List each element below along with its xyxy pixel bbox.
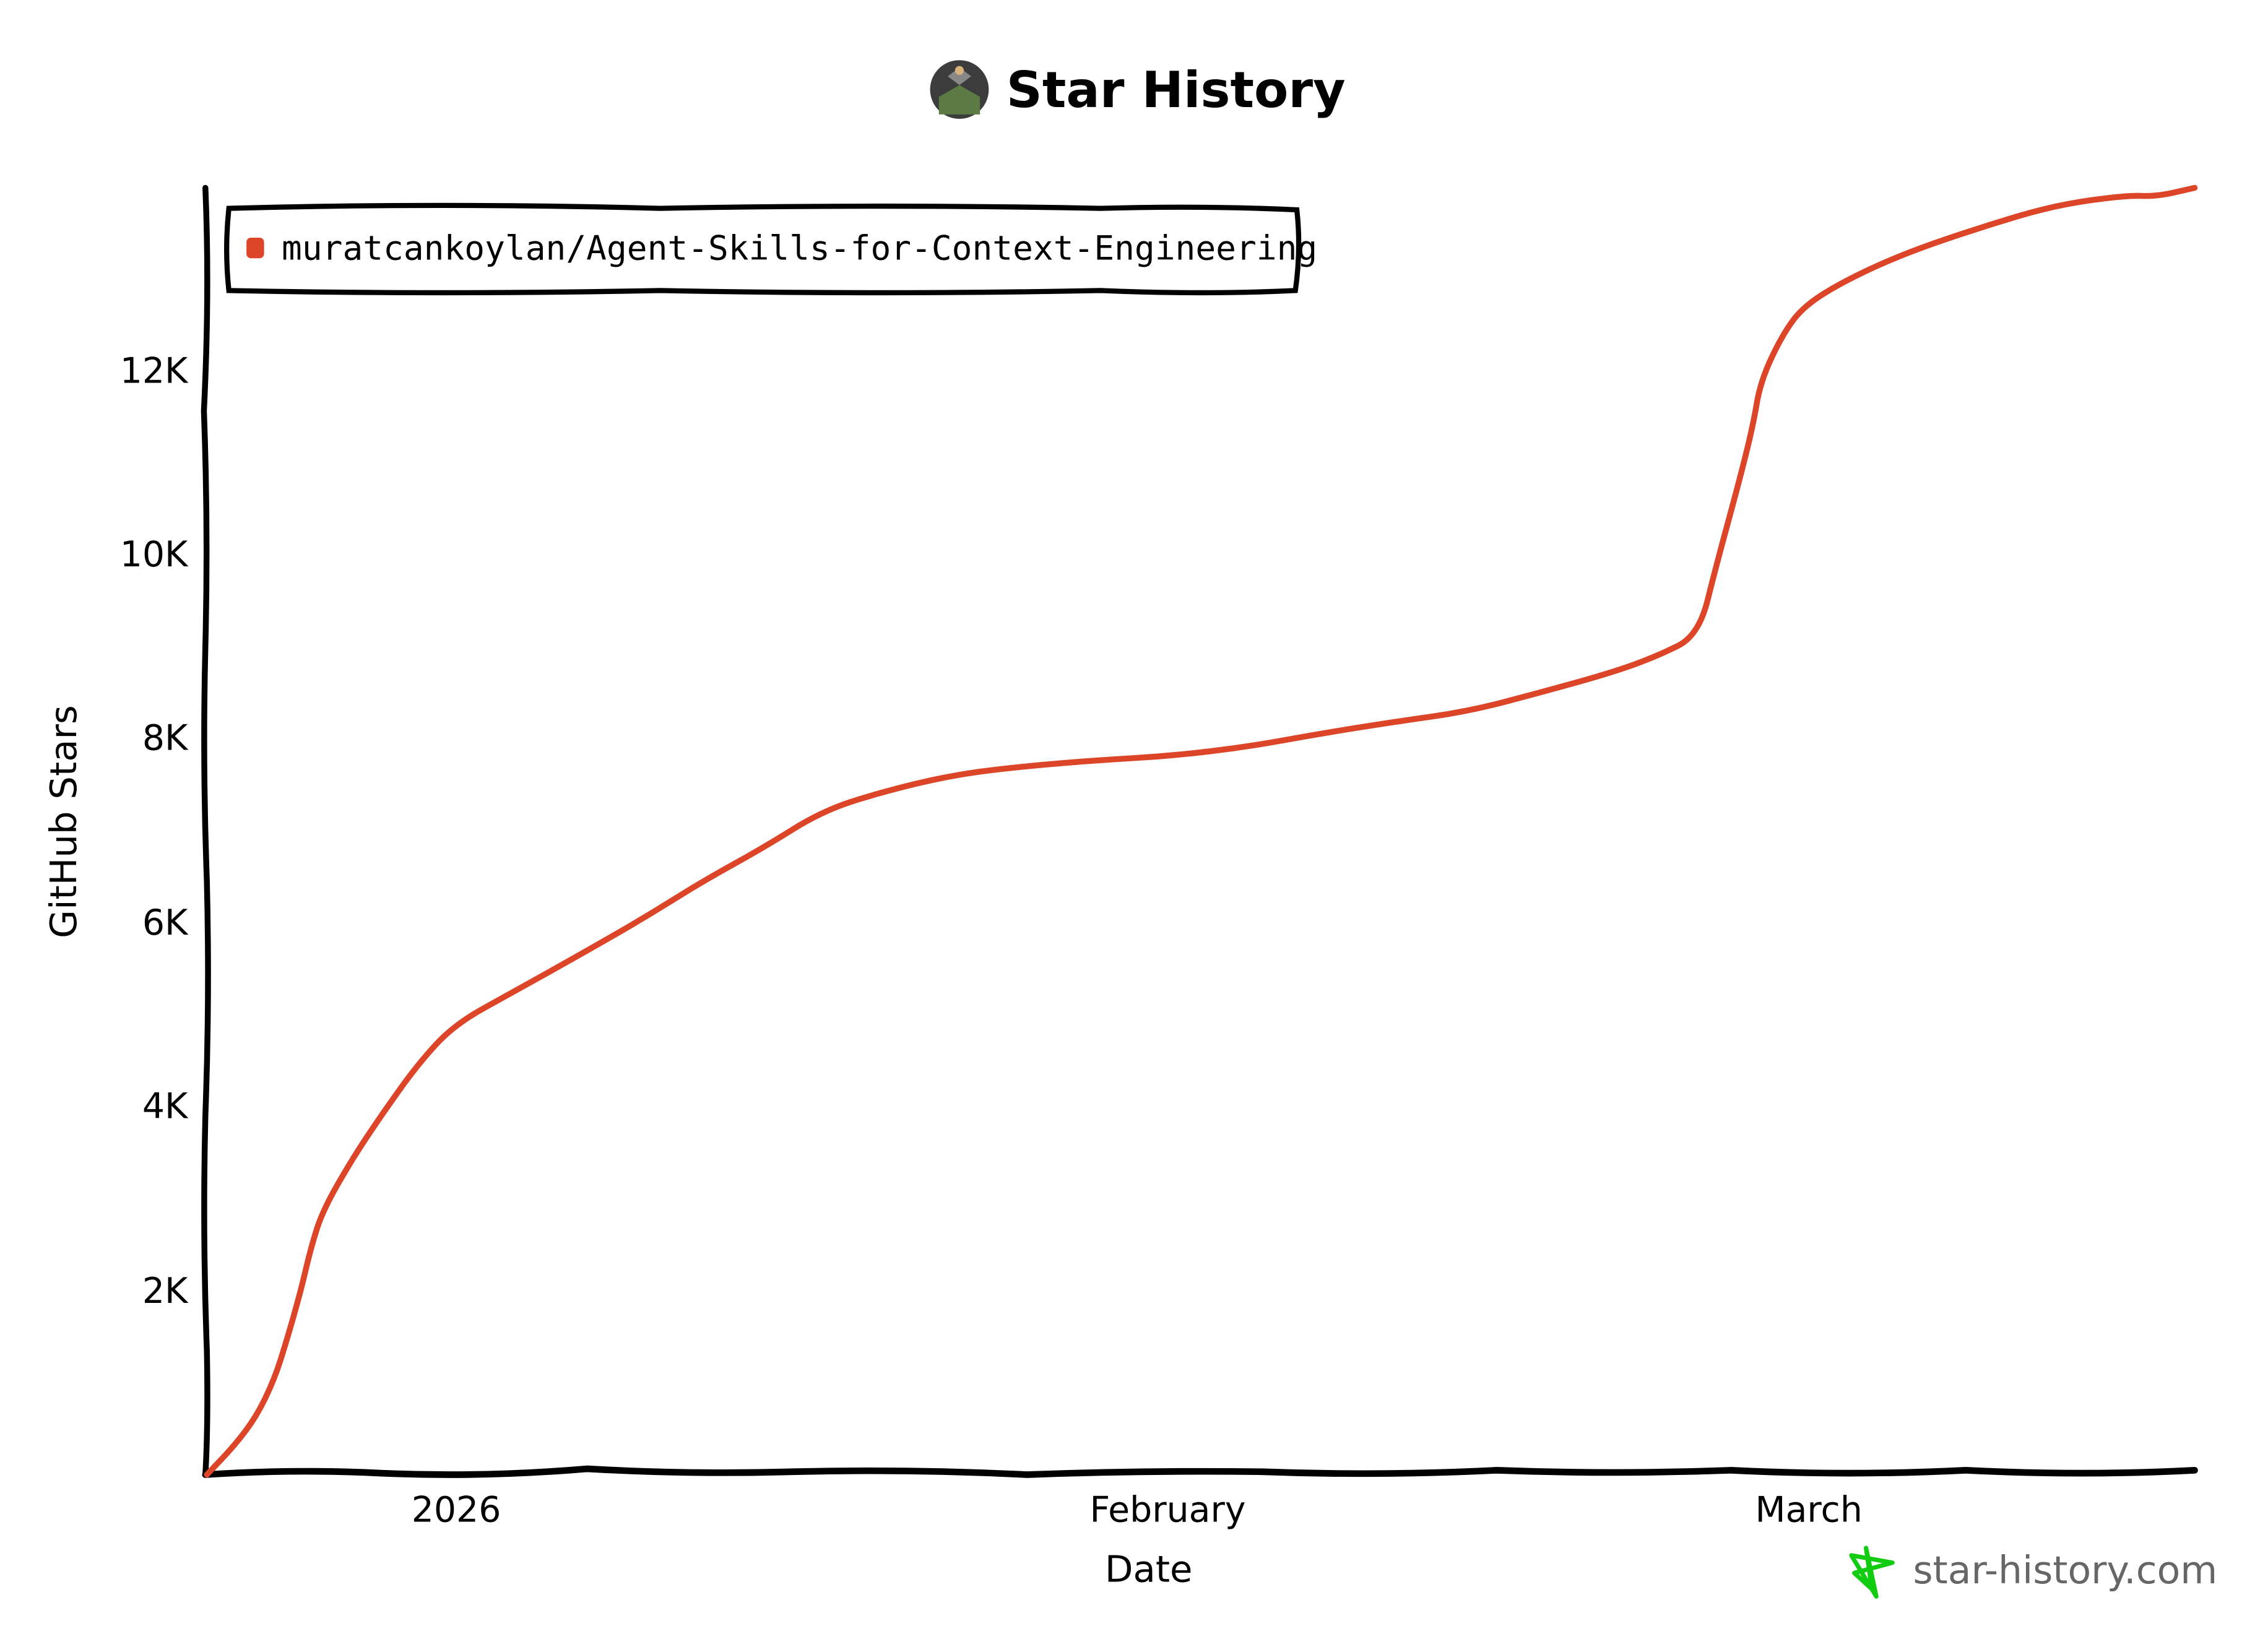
chart-title: Star History (1006, 61, 1346, 119)
y-tick-2k: 2K (142, 1271, 189, 1312)
x-axis-title: Date (1105, 1548, 1193, 1591)
legend-item[interactable]: muratcankoylan/Agent-Skills-for-Context-… (246, 228, 1317, 268)
watermark-text: star-history.com (1913, 1548, 2217, 1593)
legend-swatch (246, 238, 264, 259)
y-tick-12k: 12K (120, 351, 189, 392)
watermark[interactable]: star-history.com (1849, 1546, 2217, 1599)
y-axis-title: GitHub Stars (42, 705, 85, 938)
x-tick-labels: 2026 February March (412, 1489, 1863, 1530)
repo-owner-avatar-icon (930, 60, 989, 119)
legend-box (224, 202, 1302, 296)
star-outline-icon (1849, 1546, 1895, 1599)
chart-header: Star History (930, 60, 1346, 119)
y-tick-8k: 8K (142, 717, 189, 758)
series-line (204, 184, 2198, 1478)
x-axis-line (202, 1465, 2198, 1478)
y-tick-10k: 10K (120, 534, 189, 575)
y-tick-4k: 4K (142, 1086, 189, 1127)
y-tick-labels: 2K 4K 6K 8K 10K 12K (120, 351, 189, 1312)
legend: muratcankoylan/Agent-Skills-for-Context-… (224, 202, 1317, 296)
y-axis-line (201, 184, 211, 1478)
y-tick-6k: 6K (142, 902, 189, 943)
x-tick-february: February (1090, 1489, 1246, 1530)
legend-label: muratcankoylan/Agent-Skills-for-Context-… (282, 228, 1317, 268)
x-tick-2026: 2026 (412, 1489, 501, 1530)
x-tick-march: March (1755, 1489, 1863, 1530)
